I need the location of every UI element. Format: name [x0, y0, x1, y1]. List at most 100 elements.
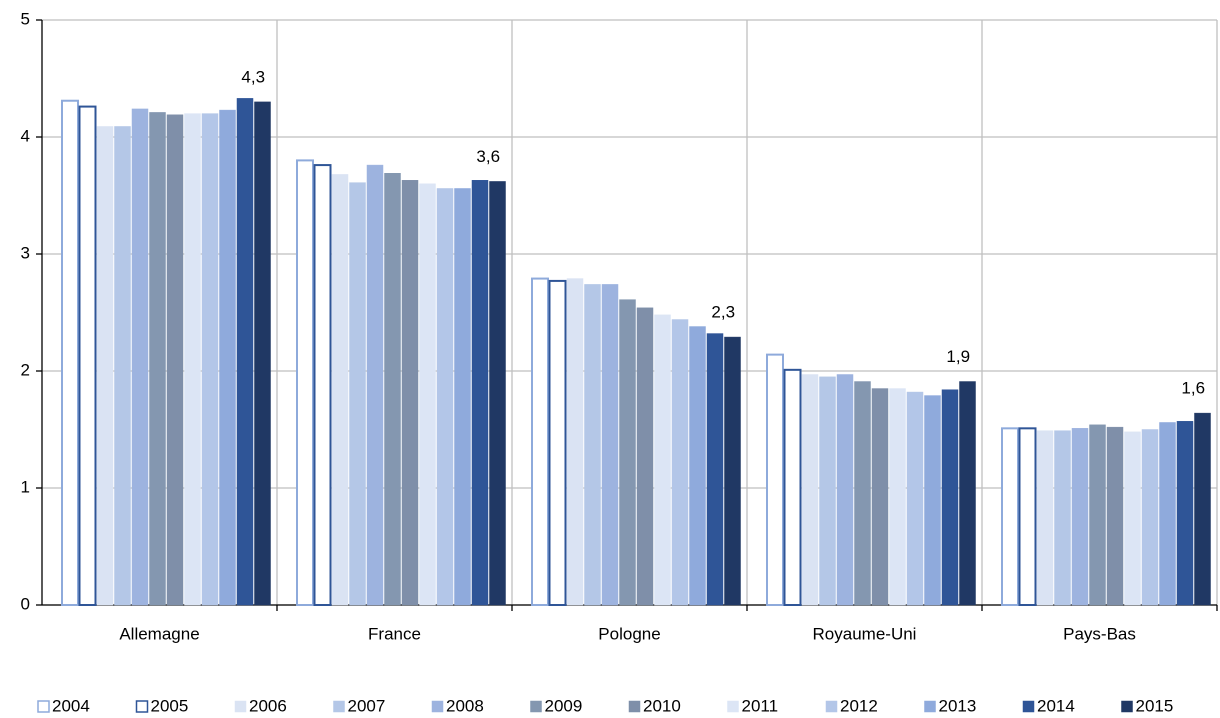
legend-swatch	[727, 700, 739, 713]
bar	[531, 277, 549, 606]
bar	[61, 99, 79, 606]
legend-swatch	[37, 700, 50, 713]
bar	[619, 299, 636, 606]
bar	[1194, 412, 1211, 606]
bar	[384, 173, 401, 606]
bar	[331, 174, 349, 606]
data-label: 3,6	[476, 147, 500, 166]
bar	[131, 108, 149, 606]
bar	[941, 389, 959, 606]
data-label: 2,3	[711, 303, 735, 322]
data-label: 4,3	[241, 67, 265, 86]
bar	[184, 113, 201, 606]
legend-swatch	[924, 700, 936, 713]
legend-label: 2009	[545, 696, 583, 715]
bar	[1071, 428, 1089, 606]
legend-swatch	[825, 700, 838, 713]
legend-swatch	[135, 700, 149, 713]
bar	[906, 391, 924, 606]
x-tick-label: Allemagne	[119, 624, 199, 643]
bar	[114, 126, 131, 606]
bar	[801, 374, 819, 606]
bar	[149, 112, 166, 606]
bar	[1141, 429, 1159, 606]
legend-label: 2013	[939, 696, 977, 715]
bar	[166, 114, 184, 606]
bar	[1106, 426, 1124, 606]
legend-label: 2014	[1037, 696, 1075, 715]
bar	[471, 180, 489, 606]
bar	[349, 182, 366, 606]
bar	[636, 307, 654, 606]
bar	[454, 188, 471, 606]
bar	[201, 113, 219, 606]
bar	[254, 101, 271, 606]
data-label: 1,6	[1181, 379, 1205, 398]
legend-swatch	[333, 700, 345, 713]
bar	[401, 180, 419, 606]
y-tick-label: 2	[21, 360, 30, 379]
bar	[706, 333, 724, 606]
legend-label: 2006	[249, 696, 287, 715]
bar	[889, 388, 906, 606]
bar	[236, 98, 254, 606]
bar	[1054, 430, 1071, 606]
legend-swatch	[530, 700, 542, 713]
y-tick-label: 4	[21, 126, 30, 145]
bar	[724, 336, 741, 606]
y-tick-label: 3	[21, 243, 30, 262]
bar	[419, 183, 436, 606]
bar	[96, 126, 114, 606]
bar	[1089, 424, 1106, 606]
bar	[871, 388, 889, 606]
bar	[78, 105, 97, 607]
bar	[548, 279, 567, 606]
legend-label: 2011	[742, 696, 779, 715]
bar	[1159, 422, 1176, 606]
legend-label: 2005	[151, 696, 189, 715]
bar	[1036, 430, 1054, 606]
bar	[654, 314, 671, 606]
bar	[836, 374, 854, 606]
legend-label: 2010	[643, 696, 681, 715]
bar	[854, 381, 871, 606]
legend-label: 2012	[840, 696, 878, 715]
bar	[584, 284, 601, 606]
x-tick-label: Pologne	[598, 624, 660, 643]
bar	[671, 319, 689, 606]
legend-swatch	[431, 700, 444, 713]
legend-label: 2007	[348, 696, 386, 715]
bar	[689, 326, 706, 606]
bar	[1124, 431, 1141, 606]
bar	[959, 381, 976, 606]
legend-swatch	[628, 700, 641, 713]
y-tick-label: 1	[21, 477, 30, 496]
legend-label: 2008	[446, 696, 484, 715]
legend-swatch	[1022, 700, 1035, 713]
bar	[924, 395, 941, 606]
data-label: 1,9	[946, 347, 970, 366]
legend-label: 2015	[1136, 696, 1174, 715]
x-tick-label: Royaume-Uni	[813, 624, 917, 643]
bar	[1176, 421, 1194, 606]
x-tick-label: Pays-Bas	[1063, 624, 1136, 643]
bar	[1018, 427, 1037, 606]
bar	[766, 353, 784, 606]
bar	[1001, 427, 1019, 606]
bar	[436, 188, 454, 606]
y-tick-label: 5	[21, 9, 30, 28]
x-tick-label: France	[368, 624, 421, 643]
bar	[366, 164, 384, 606]
y-tick-label: 0	[21, 594, 30, 613]
bar	[819, 376, 836, 606]
bar	[566, 278, 584, 606]
bar	[489, 181, 506, 606]
legend-swatch	[234, 700, 247, 713]
legend-swatch	[1121, 700, 1133, 713]
bar	[313, 164, 332, 607]
legend-label: 2004	[52, 696, 90, 715]
bar	[219, 109, 236, 606]
bar	[783, 368, 802, 606]
bar	[296, 159, 314, 606]
